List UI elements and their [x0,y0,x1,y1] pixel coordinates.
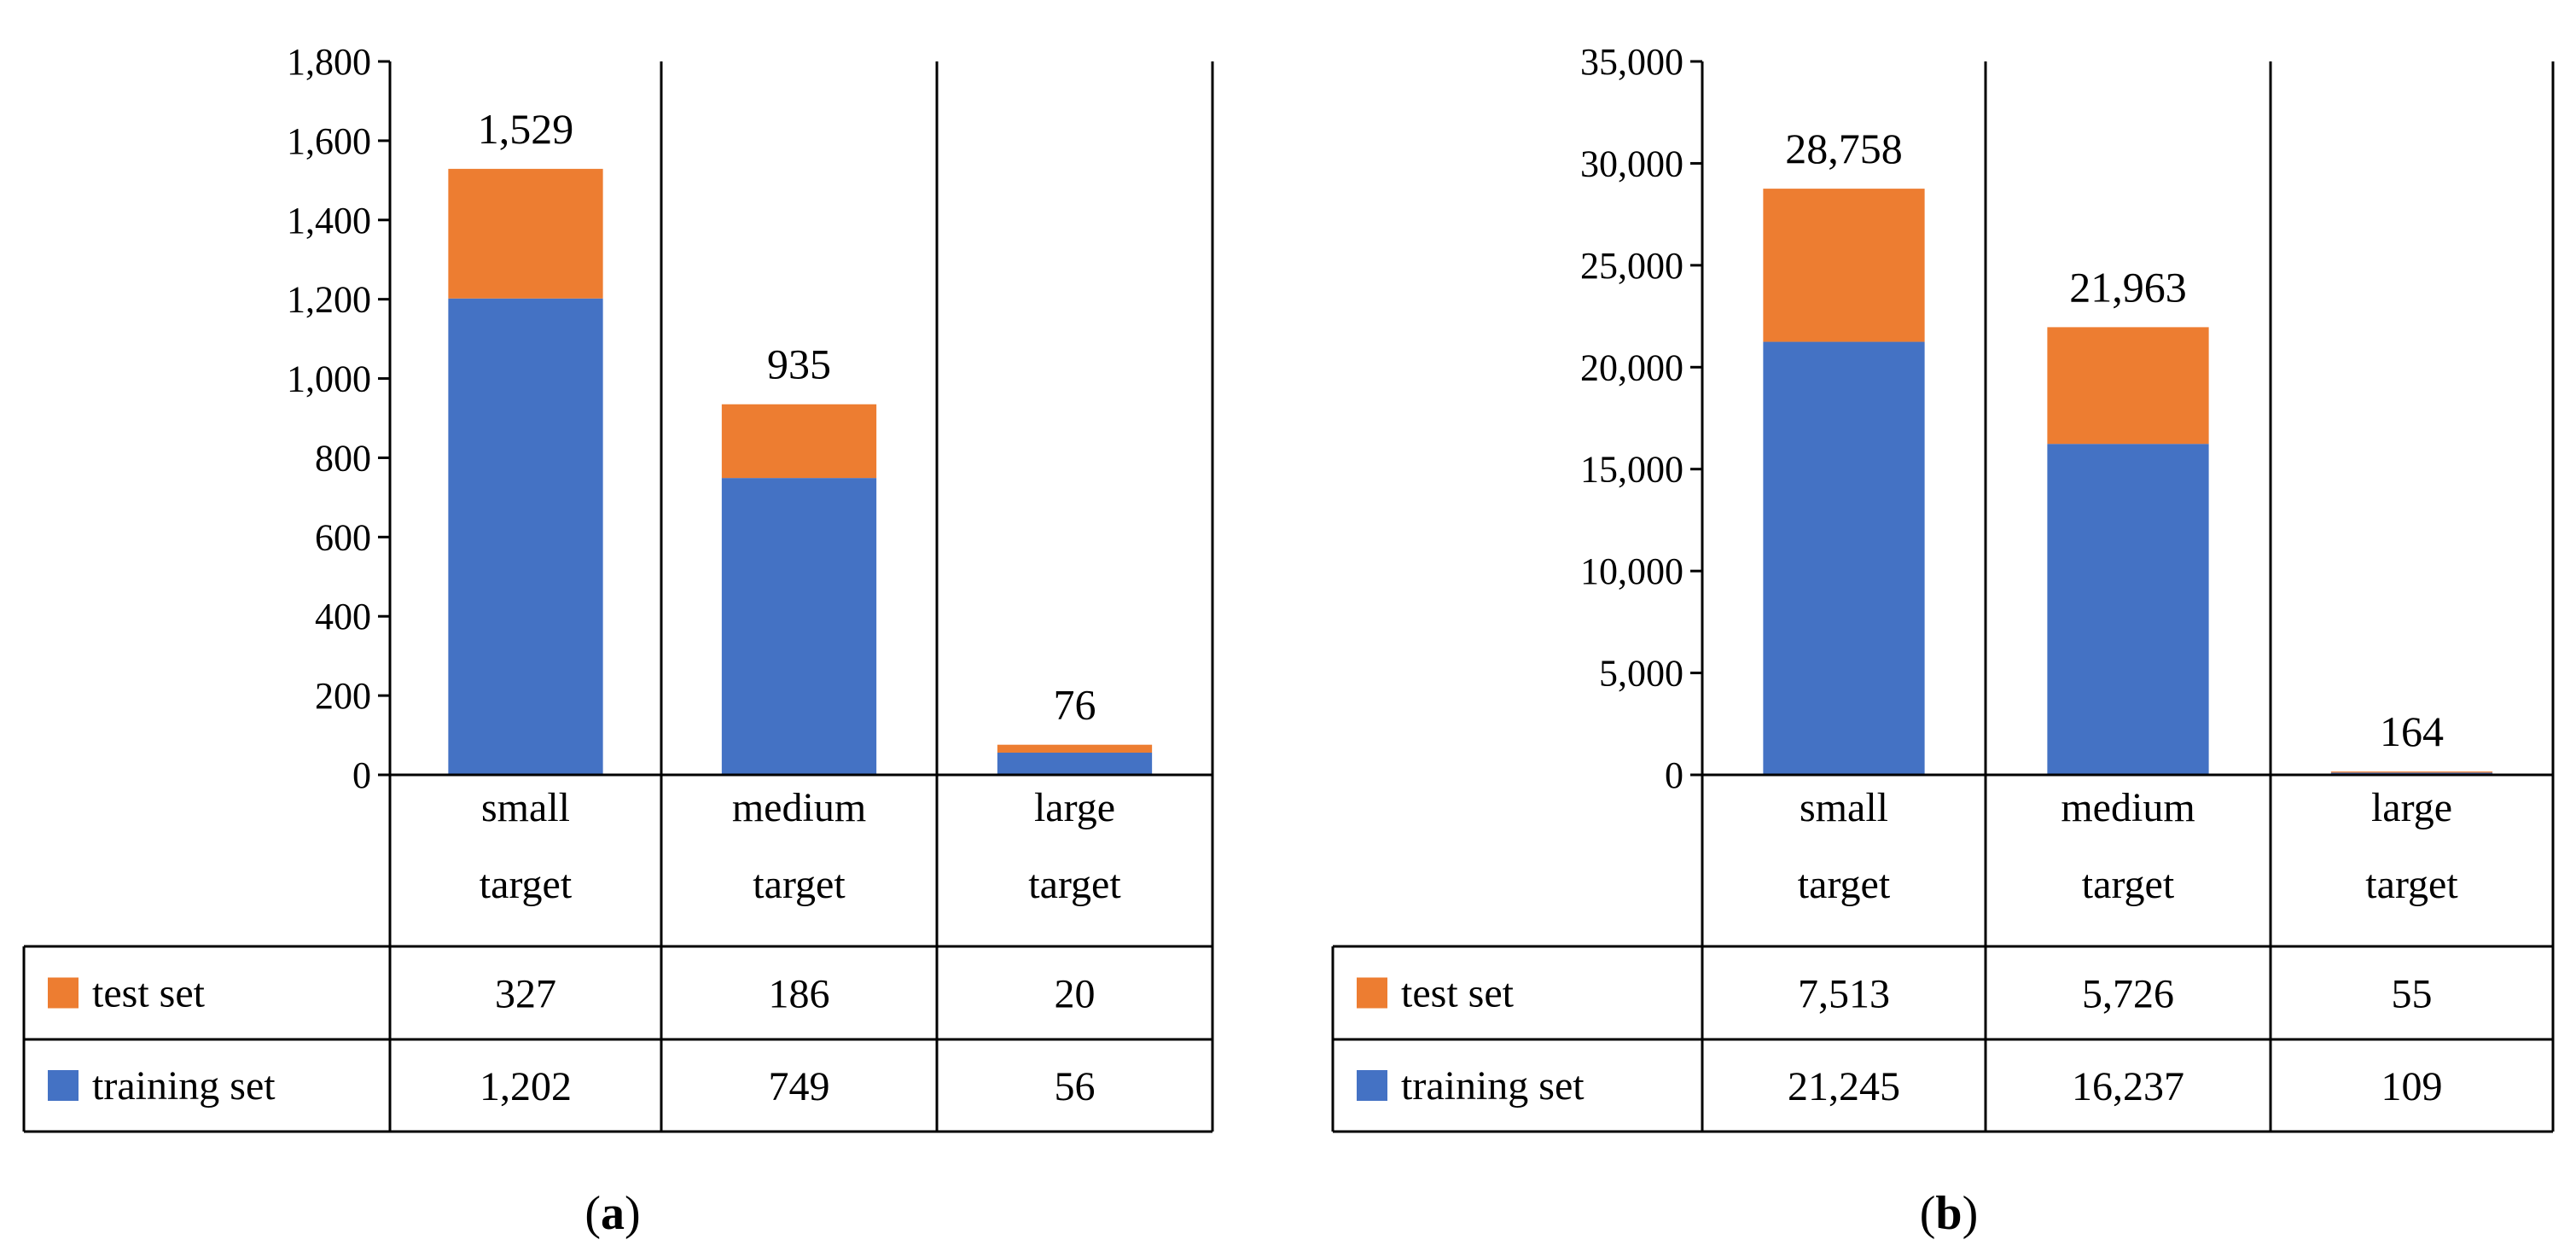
category-label-line1: small [1800,785,1888,830]
total-data-label: 28,758 [1785,125,1903,172]
table-cell-test: 327 [495,972,556,1017]
y-tick-label: 1,600 [287,120,371,162]
y-tick-label: 15,000 [1580,449,1683,491]
y-tick-label: 200 [315,675,371,717]
total-data-label: 164 [2380,707,2444,755]
category-label-line2: target [1028,862,1121,907]
legend-label-training: training set [92,1063,276,1109]
table-cell-training: 109 [2381,1064,2443,1109]
y-tick-label: 0 [352,754,371,796]
total-data-label: 21,963 [2069,263,2187,311]
category-label-line2: target [2365,862,2458,907]
table-cell-training: 1,202 [480,1064,572,1109]
category-label-line2: target [1798,862,1891,907]
category-label-line1: large [1034,785,1115,830]
paren-open: ( [1920,1187,1936,1240]
legend-swatch-test [1357,977,1387,1009]
chart-panel-b: 0 5,000 10,000 15,000 20,000 25,000 30,000 35,0… [1331,41,2555,1240]
table-cell-test: 5,726 [2082,972,2174,1017]
paren-close: ) [625,1187,641,1240]
y-tick-label: 35,000 [1580,41,1683,83]
legend-swatch-test [48,977,79,1009]
y-tick-label: 25,000 [1580,245,1683,287]
total-data-label: 1,529 [478,105,574,153]
table-cell-training: 21,245 [1788,1064,1900,1109]
y-tick-label: 800 [315,437,371,479]
category-label-line1: medium [2061,785,2195,830]
legend-swatch-training [48,1070,79,1101]
panel-letter: a [601,1187,625,1240]
y-tick-label: 1,800 [287,41,371,83]
chart-panel-a: 0 200 400 600 800 1,000 1,200 1,400 1,600 1,800 1,… [22,41,1214,1240]
y-tick-label: 400 [315,596,371,637]
subfigure-label: (b) [1920,1187,1978,1240]
y-tick-label: 600 [315,516,371,558]
y-tick-label: 1,200 [287,279,371,321]
category-label-line2: target [2082,862,2175,907]
table-cell-training: 56 [1055,1064,1096,1109]
total-data-label: 935 [767,340,831,388]
subfigure-label: (a) [584,1187,640,1240]
y-tick-label: 1,000 [287,358,371,400]
y-tick-label: 20,000 [1580,346,1683,388]
panel-letter: b [1935,1187,1962,1240]
paren-close: ) [1963,1187,1979,1240]
legend-label-test: test set [92,971,206,1016]
category-label-line1: small [481,785,570,830]
category-label-line1: medium [732,785,866,830]
bar-training-0 [448,298,603,775]
table-cell-training: 16,237 [2072,1064,2184,1109]
category-label-line2: target [480,862,573,907]
category-label-line2: target [753,862,846,907]
paren-open: ( [584,1187,601,1240]
bar-training-1 [2047,444,2209,775]
bar-test-2 [997,744,1153,753]
table-cell-test: 7,513 [1798,972,1890,1017]
y-tick-label: 30,000 [1580,143,1683,184]
bar-test-0 [1763,189,1925,342]
total-data-label: 76 [1054,681,1096,729]
y-tick-label: 1,400 [287,200,371,242]
legend-label-training: training set [1401,1063,1585,1109]
legend-swatch-training [1357,1070,1387,1101]
y-tick-label: 5,000 [1599,653,1683,695]
y-tick-label: 10,000 [1580,550,1683,592]
bar-training-0 [1763,341,1925,775]
bar-test-0 [448,168,603,299]
table-cell-test: 186 [769,972,830,1017]
category-label-line1: large [2371,785,2452,830]
bar-test-2 [2330,771,2493,773]
bar-training-1 [721,478,877,775]
table-cell-test: 55 [2392,972,2433,1017]
bar-test-1 [2047,327,2209,445]
bar-training-2 [997,752,1153,775]
bar-test-1 [721,404,877,479]
legend-label-test: test set [1401,971,1515,1016]
y-tick-label: 0 [1665,754,1683,796]
table-cell-test: 20 [1055,972,1096,1017]
table-cell-training: 749 [769,1064,830,1109]
